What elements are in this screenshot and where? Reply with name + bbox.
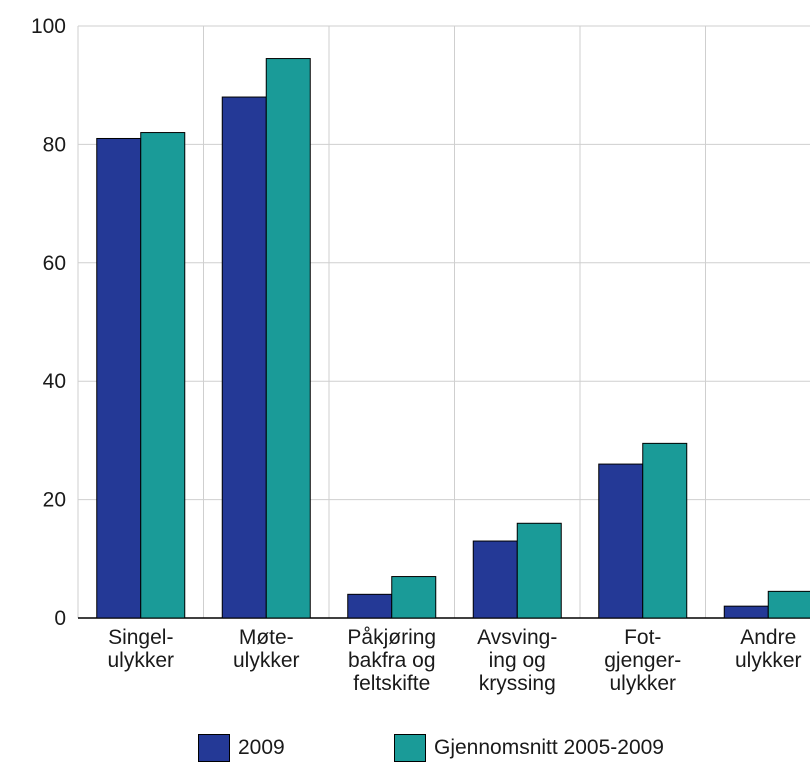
bar-series-0-cat-3 — [472, 540, 518, 619]
bar-series-1-cat-4 — [642, 442, 688, 619]
bar-series-1-cat-5 — [767, 590, 810, 619]
bar-series-0-cat-0 — [96, 137, 142, 619]
bar-series-0-cat-5 — [723, 605, 769, 619]
bar-series-0-cat-4 — [598, 463, 644, 619]
x-category-label: Påkjøring bakfra og feltskifte — [347, 626, 436, 695]
bars — [96, 58, 810, 619]
x-category-label: Andre ulykker — [735, 626, 802, 672]
legend-label-average: Gjennomsnitt 2005-2009 — [434, 736, 664, 759]
legend-swatch-2009 — [198, 734, 230, 762]
bar-chart: 0 20 40 60 80 100 Singel-ulykker Møte-ulykker P… — [31, 15, 810, 695]
legend-item-average: Gjennomsnitt 2005-2009 — [394, 734, 664, 762]
bar-series-0-cat-2 — [347, 593, 393, 619]
x-category-label: Avsving-ing og kryssing — [477, 626, 557, 695]
bar-series-1-cat-1 — [265, 58, 311, 619]
legend-label-2009: 2009 — [238, 736, 285, 759]
y-tick-label: 0 — [54, 607, 66, 630]
bar-series-1-cat-2 — [391, 576, 437, 619]
legend: 2009 Gjennomsnitt 2005-2009 — [0, 734, 810, 768]
legend-item-2009: 2009 — [198, 734, 285, 762]
x-category-label: Fot-gjenger-ulykker — [604, 626, 681, 695]
legend-swatch-average — [394, 734, 426, 762]
y-tick-label: 60 — [43, 252, 66, 275]
bar-series-0-cat-1 — [221, 96, 267, 619]
y-tick-label: 20 — [43, 489, 66, 512]
y-tick-label: 40 — [43, 370, 66, 393]
x-category-label: Møte-ulykker — [233, 626, 300, 672]
y-tick-label: 100 — [31, 15, 66, 38]
y-axis: 0 20 40 60 80 100 — [31, 15, 810, 630]
x-category-label: Singel-ulykker — [107, 626, 174, 672]
bar-series-1-cat-0 — [140, 132, 186, 619]
y-tick-label: 80 — [43, 133, 66, 156]
gridlines — [77, 25, 810, 618]
x-axis-labels: Singel-ulykker Møte-ulykker Påkjøring bakfr… — [107, 626, 801, 695]
bar-series-1-cat-3 — [516, 522, 562, 619]
